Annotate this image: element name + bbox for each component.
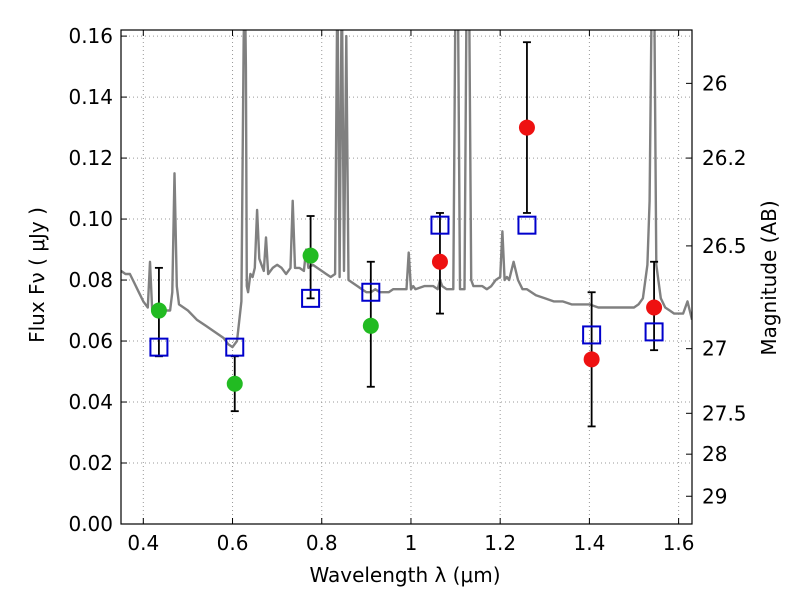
model-point — [582, 325, 602, 345]
x-tick-label: 0.4 — [127, 531, 159, 555]
model-point — [225, 337, 245, 357]
x-axis-title: Wavelength λ (μm) — [309, 563, 500, 587]
magnitude-tick-label: 26 — [702, 71, 727, 95]
magnitude-tick-label: 27 — [702, 337, 727, 361]
y-tick-label: 0.14 — [68, 85, 113, 109]
x-tick-label: 1.4 — [573, 531, 605, 555]
y-axis-title: Flux Fν ( μJy ) — [25, 207, 49, 343]
observed-point-optical — [226, 375, 243, 392]
y-tick-label: 0.02 — [68, 451, 113, 475]
x-tick-label: 1 — [405, 531, 418, 555]
model-point — [361, 282, 381, 302]
observed-point-nir — [431, 253, 448, 270]
magnitude-axis-title: Magnitude (AB) — [757, 200, 781, 355]
y-tick-label: 0.04 — [68, 390, 113, 414]
observed-point-optical — [362, 317, 379, 334]
model-point — [644, 322, 664, 342]
x-tick-label: 1.6 — [663, 531, 695, 555]
plot-frame — [120, 29, 693, 525]
y-tick-label: 0.12 — [68, 146, 113, 170]
y-tick-label: 0.06 — [68, 329, 113, 353]
model-point — [430, 215, 450, 235]
plot-area — [121, 30, 692, 428]
x-tick-label: 0.6 — [217, 531, 249, 555]
model-point — [301, 288, 321, 308]
model-point — [517, 215, 537, 235]
y-tick-label: 0.10 — [68, 207, 113, 231]
y-tick-label: 0.16 — [68, 24, 113, 48]
x-tick-label: 1.2 — [484, 531, 516, 555]
observed-point-nir — [518, 119, 535, 136]
template-spectrum-line — [121, 30, 692, 349]
magnitude-tick-label: 27.5 — [702, 401, 747, 425]
model-point — [149, 337, 169, 357]
observed-point-nir — [646, 299, 663, 316]
observed-point-nir — [583, 351, 600, 368]
magnitude-tick-label: 26.5 — [702, 234, 747, 258]
observed-point-optical — [150, 302, 167, 319]
magnitude-tick-label: 26.2 — [702, 146, 747, 170]
y-tick-label: 0.08 — [68, 268, 113, 292]
y-tick-label: 0.00 — [68, 512, 113, 536]
magnitude-tick-label: 29 — [702, 484, 727, 508]
axes: 0.4 0.6 0.8 1 1.2 1.4 1.6 0.00 0.02 0.04 0.06 0.08 0… — [68, 24, 746, 555]
magnitude-tick-label: 28 — [702, 442, 727, 466]
observed-point-optical — [302, 247, 319, 264]
x-tick-label: 0.8 — [306, 531, 338, 555]
